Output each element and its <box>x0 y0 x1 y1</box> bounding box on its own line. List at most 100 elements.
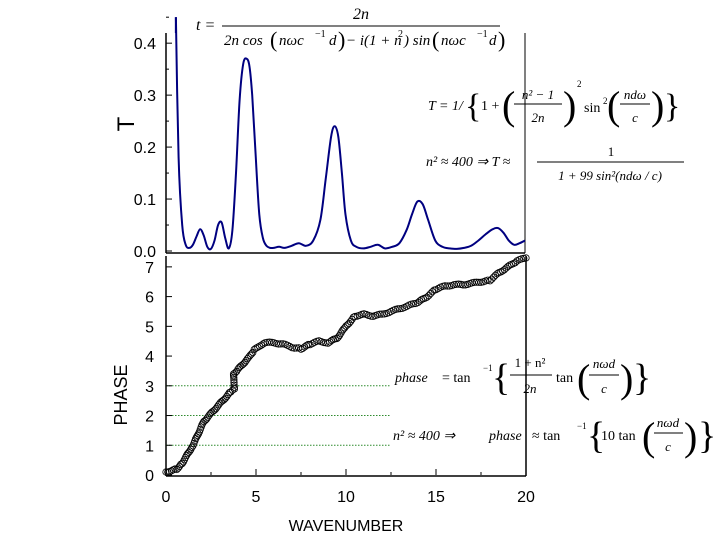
phase-point <box>204 413 212 421</box>
phase-point <box>193 431 202 439</box>
eq-ph-arg-den: c <box>601 381 607 396</box>
eq-t-den-g: ) sin <box>403 33 430 49</box>
eq-t-den-e: − i(1 + n <box>346 33 402 49</box>
top-panel: 0.0 0.1 0.2 0.3 0.4 T <box>113 16 526 261</box>
phase-point <box>174 464 182 472</box>
top-y-tick-label: 0.0 <box>134 244 156 261</box>
eq-T-sq: 2 <box>577 79 582 89</box>
phase-point <box>238 361 246 369</box>
eq-ph-tan: tan <box>556 371 573 386</box>
eq-t-den-c: −1 <box>315 29 326 40</box>
phase-point <box>274 340 283 348</box>
phase-point <box>491 271 499 279</box>
phase-point <box>423 293 431 301</box>
phase-point <box>308 339 316 348</box>
top-y-ticks: 0.0 0.1 0.2 0.3 0.4 <box>134 16 172 261</box>
phase-point <box>162 468 170 476</box>
eq-ph-brace-close: } <box>633 357 651 399</box>
phase-point <box>326 338 334 346</box>
phase-point <box>324 339 332 347</box>
phase-point <box>472 278 481 286</box>
phase-point <box>221 394 229 402</box>
equation-phase: phase = tan −1 { 1 + n² 2n tan ( nωd c )… <box>394 355 651 401</box>
top-y-tick-label: 0.2 <box>134 140 156 157</box>
bottom-y-tick-label: 7 <box>145 260 154 277</box>
eq-ph2-brace-open: { <box>587 415 605 457</box>
eq-ph2-phase: phase <box>488 429 522 444</box>
eq-t-den-j: d <box>489 33 497 49</box>
phase-point <box>224 390 232 398</box>
phase-point <box>200 417 208 426</box>
eq-ph-eq: = tan <box>442 371 471 386</box>
phase-point <box>241 358 249 367</box>
eq-T-arg-den: c <box>632 110 638 125</box>
eq-ph-brace-open: { <box>492 357 510 399</box>
phase-point <box>252 344 260 352</box>
eq-t-paren-1: ( <box>270 27 277 52</box>
phase-point <box>250 345 258 354</box>
phase-point <box>299 344 307 352</box>
x-axis-label: WAVENUMBER <box>289 518 404 535</box>
eq-T-arg-num: ndω <box>624 87 646 102</box>
eq-T-paren2-close: ) <box>651 83 664 128</box>
eq-t-lhs: t = <box>196 17 215 34</box>
bottom-y-tick-label: 3 <box>145 379 154 396</box>
phase-point <box>177 460 185 468</box>
phase-point <box>522 254 530 262</box>
eq-ph2-sup: −1 <box>577 421 587 431</box>
eq-t-den-h: nωc <box>441 33 466 49</box>
phase-point <box>254 343 262 351</box>
x-tick-label: 0 <box>162 489 171 506</box>
eq-T-den: 2n <box>532 110 545 125</box>
phase-point <box>223 392 231 400</box>
phase-point <box>255 342 264 350</box>
phase-point <box>351 312 359 321</box>
phase-point <box>230 381 238 389</box>
eq-T2-num: 1 <box>608 144 615 159</box>
phase-point <box>396 305 404 313</box>
phase-point <box>209 407 217 415</box>
x-tick-label: 5 <box>252 489 261 506</box>
eq-T-paren-open: ( <box>502 83 515 128</box>
phase-point <box>199 419 207 427</box>
phase-point <box>434 284 442 293</box>
eq-ph2-ten: 10 tan <box>601 429 636 444</box>
phase-point <box>230 378 238 387</box>
eq-T-brace-open: { <box>465 88 481 125</box>
phase-point <box>394 305 402 313</box>
phase-point <box>443 282 451 290</box>
phase-point <box>297 345 305 353</box>
phase-point <box>367 312 375 320</box>
eq-ph-num: 1 + n² <box>515 355 546 370</box>
top-y-axis-label: T <box>113 116 140 131</box>
phase-point <box>459 281 467 289</box>
bottom-ticks: 0 1 2 3 4 5 6 7 0 5 10 15 20 <box>145 260 535 506</box>
top-y-tick-label: 0.4 <box>134 36 156 53</box>
phase-scatter <box>162 254 530 476</box>
phase-point <box>188 443 196 451</box>
phase-point <box>277 340 285 348</box>
eq-t-paren-4: ) <box>498 27 505 52</box>
equation-T-approx: n² ≈ 400 ⇒ T ≈ 1 1 + 99 sin²(ndω / c) <box>426 144 684 183</box>
eq-ph2-lhs: n² ≈ 400 ⇒ <box>393 429 456 444</box>
equation-t: t = 2n 2n cos ( nωc −1 d ) − i(1 + n 2 )… <box>196 6 505 52</box>
phase-point <box>425 291 433 300</box>
eq-ph2-brace-close: } <box>698 415 716 457</box>
phase-point <box>421 294 429 302</box>
phase-point <box>509 259 518 268</box>
phase-point <box>428 288 436 296</box>
phase-point <box>213 403 221 411</box>
phase-point <box>378 310 386 318</box>
bottom-y-tick-label: 4 <box>145 349 154 366</box>
eq-T-paren-close: ) <box>563 83 576 128</box>
phase-point <box>288 344 296 352</box>
eq-t-paren-2: ) <box>338 27 345 52</box>
phase-point <box>489 273 498 281</box>
eq-T-num: n² − 1 <box>522 87 554 102</box>
phase-point <box>445 282 454 290</box>
eq-T-paren2-open: ( <box>607 83 620 128</box>
phase-point <box>441 282 449 290</box>
top-y-tick-label: 0.1 <box>134 192 156 209</box>
phase-point <box>497 268 505 276</box>
